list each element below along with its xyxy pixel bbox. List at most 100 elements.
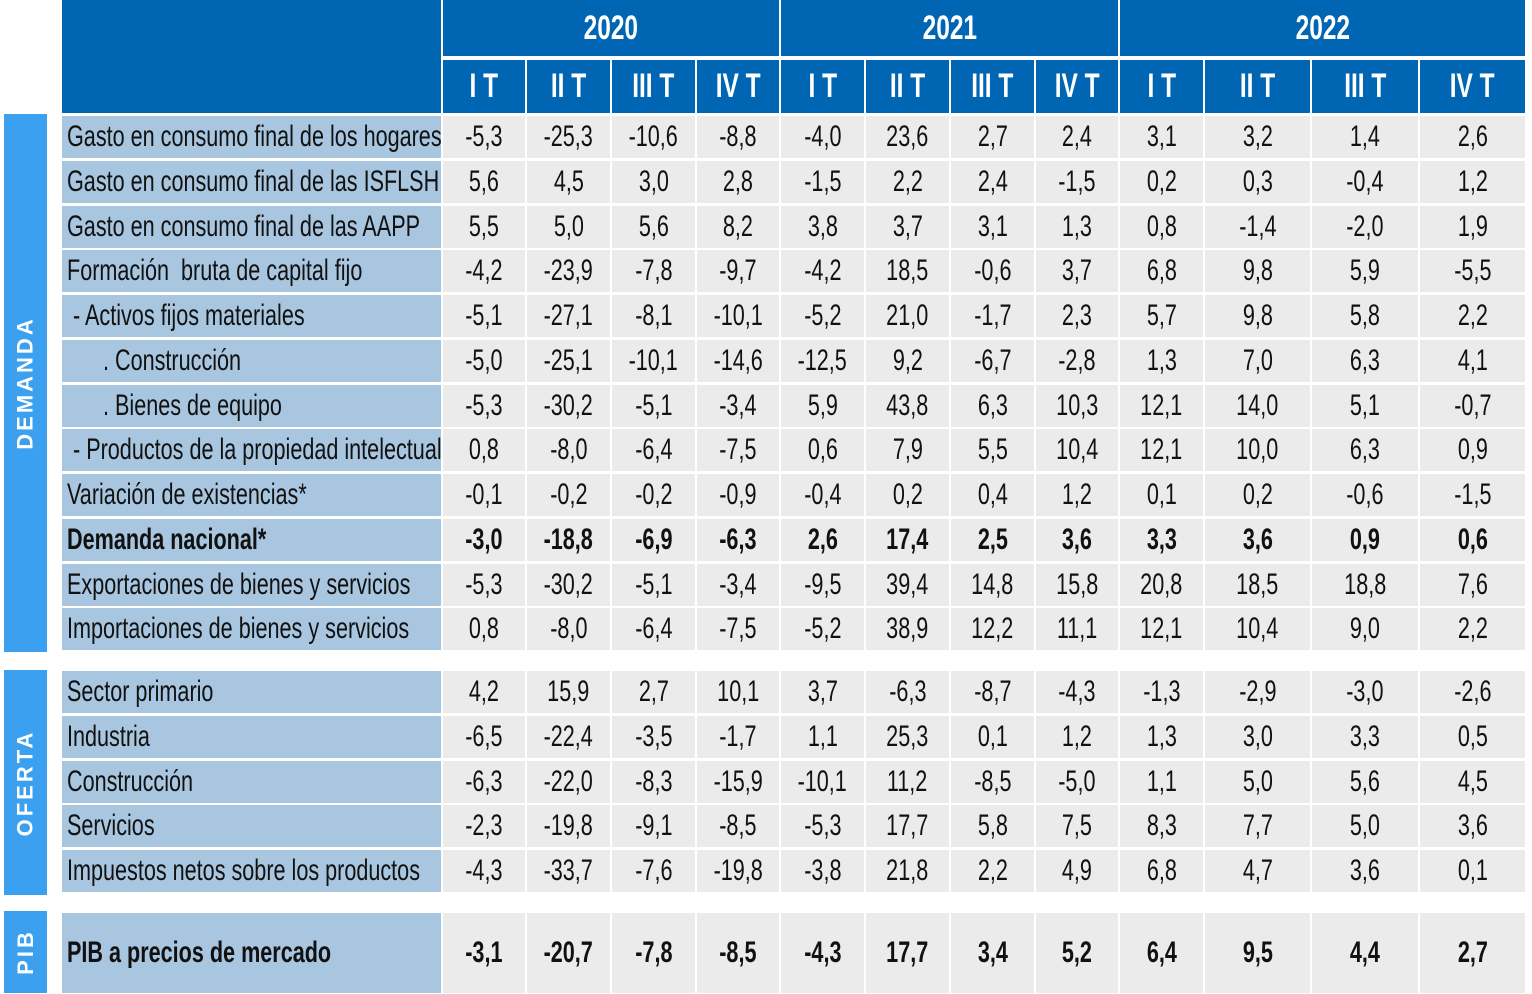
- value-cell-text: 2,7: [1457, 936, 1488, 969]
- row-label: Formación bruta de capital fijo: [62, 250, 441, 292]
- value-cell-text: 3,3: [1146, 522, 1177, 556]
- value-cell: 10,4: [1036, 429, 1118, 471]
- value-cell: -8,8: [697, 116, 779, 158]
- value-cell-text: 21,0: [886, 298, 929, 332]
- row-label: Sector primario: [62, 671, 441, 713]
- value-cell: 3,6: [1312, 850, 1418, 892]
- value-cell: -1,3: [1120, 671, 1203, 713]
- value-cell: -10,1: [612, 340, 695, 382]
- value-cell-text: -2,6: [1453, 674, 1492, 708]
- value-cell-text: 7,5: [1061, 808, 1093, 842]
- value-cell: 2,6: [781, 519, 864, 561]
- value-cell-text: -10,6: [628, 119, 679, 153]
- value-cell-text: 0,8: [468, 432, 500, 466]
- value-cell-text: 25,3: [886, 719, 929, 753]
- value-cell-text: -2,3: [465, 808, 503, 842]
- value-cell: 1,1: [781, 716, 864, 758]
- value-cell-text: 7,7: [1242, 808, 1273, 842]
- value-cell: 5,0: [1205, 761, 1310, 803]
- value-cell-text: 3,2: [1242, 119, 1273, 153]
- value-cell: -4,3: [1036, 671, 1118, 713]
- value-cell-text: -5,1: [634, 567, 673, 601]
- quarter-header: II T: [866, 60, 949, 113]
- value-cell: 8,2: [697, 206, 779, 248]
- value-cell: -8,1: [612, 295, 695, 337]
- value-cell: -8,0: [527, 429, 610, 471]
- value-cell-text: 4,7: [1242, 853, 1273, 887]
- value-cell: -5,2: [781, 295, 864, 337]
- value-cell: 9,5: [1205, 913, 1310, 993]
- value-cell-text: -5,3: [465, 567, 503, 601]
- value-cell-text: -6,3: [719, 522, 757, 556]
- quarter-header-text: III T: [632, 67, 675, 105]
- value-cell-text: 3,1: [1146, 119, 1177, 153]
- value-cell: 6,3: [1312, 340, 1418, 382]
- value-cell: 2,6: [1420, 116, 1525, 158]
- value-cell-text: 0,3: [1242, 164, 1273, 198]
- value-cell: 1,3: [1120, 716, 1203, 758]
- value-cell-text: -1,7: [719, 719, 757, 753]
- value-cell-text: 3,6: [1061, 522, 1093, 556]
- quarter-header: II T: [527, 60, 610, 113]
- value-cell-text: -1,4: [1238, 209, 1277, 243]
- row-label-text: . Bienes de equipo: [67, 388, 282, 422]
- value-cell-text: 8,2: [722, 209, 754, 243]
- row-label-text: Variación de existencias*: [67, 477, 307, 511]
- value-cell: 43,8: [866, 385, 949, 427]
- value-cell: 3,6: [1205, 519, 1310, 561]
- value-cell: -10,1: [781, 761, 864, 803]
- section-label-demanda: DEMANDA: [4, 114, 47, 652]
- value-cell: -3,4: [697, 564, 779, 606]
- row-label-text: Servicios: [67, 808, 155, 842]
- value-cell-text: 12,1: [1140, 611, 1183, 645]
- value-cell: 0,2: [866, 474, 949, 516]
- value-cell-text: -27,1: [543, 298, 594, 332]
- year-header: 2022: [1120, 0, 1525, 56]
- value-cell-text: 2,2: [1457, 298, 1488, 332]
- value-cell-text: 0,6: [1457, 522, 1488, 556]
- value-cell: 5,6: [443, 161, 525, 203]
- value-cell: -25,1: [527, 340, 610, 382]
- value-cell-text: -3,1: [465, 936, 503, 969]
- value-cell: 15,9: [527, 671, 610, 713]
- value-cell: 39,4: [866, 564, 949, 606]
- row-label: Impuestos netos sobre los productos: [62, 850, 441, 892]
- value-cell: 10,1: [697, 671, 779, 713]
- value-cell: -4,3: [443, 850, 525, 892]
- value-cell-text: -9,1: [634, 808, 673, 842]
- value-cell-text: 0,4: [977, 477, 1008, 511]
- year-header-text: 2020: [583, 8, 639, 47]
- value-cell-text: -1,5: [803, 164, 842, 198]
- value-cell-text: -7,8: [634, 936, 673, 969]
- year-header-text: 2021: [922, 8, 977, 47]
- value-cell: 1,2: [1420, 161, 1525, 203]
- value-cell-text: 10,3: [1055, 388, 1099, 422]
- value-cell: -3,1: [443, 913, 525, 993]
- value-cell: -1,5: [1036, 161, 1118, 203]
- value-cell-text: 39,4: [886, 567, 929, 601]
- value-cell: 2,7: [1420, 913, 1525, 993]
- value-cell-text: -3,0: [465, 522, 503, 556]
- value-cell: -0,4: [1312, 161, 1418, 203]
- value-cell: 3,3: [1120, 519, 1203, 561]
- section-label-text: OFERTA: [12, 729, 38, 836]
- value-cell: -2,8: [1036, 340, 1118, 382]
- year-header: 2021: [781, 0, 1118, 56]
- value-cell-text: 5,2: [1061, 936, 1093, 969]
- value-cell-text: 10,4: [1236, 611, 1279, 645]
- row-label-text: Formación bruta de capital fijo: [67, 253, 363, 287]
- value-cell-text: -8,5: [719, 936, 757, 969]
- value-cell: 23,6: [866, 116, 949, 158]
- quarter-header: IV T: [1036, 60, 1118, 113]
- value-cell: -18,8: [527, 519, 610, 561]
- row-label: - Productos de la propiedad intelectual: [62, 429, 442, 471]
- value-cell-text: 12,1: [1140, 388, 1183, 422]
- value-cell-text: -1,7: [973, 298, 1012, 332]
- quarter-header: IV T: [1420, 60, 1525, 113]
- row-label: Exportaciones de bienes y servicios: [62, 564, 441, 606]
- year-header-text: 2022: [1295, 8, 1350, 47]
- value-cell: 6,8: [1120, 250, 1203, 292]
- value-cell: 17,4: [866, 519, 949, 561]
- value-cell-text: 5,0: [1242, 764, 1273, 798]
